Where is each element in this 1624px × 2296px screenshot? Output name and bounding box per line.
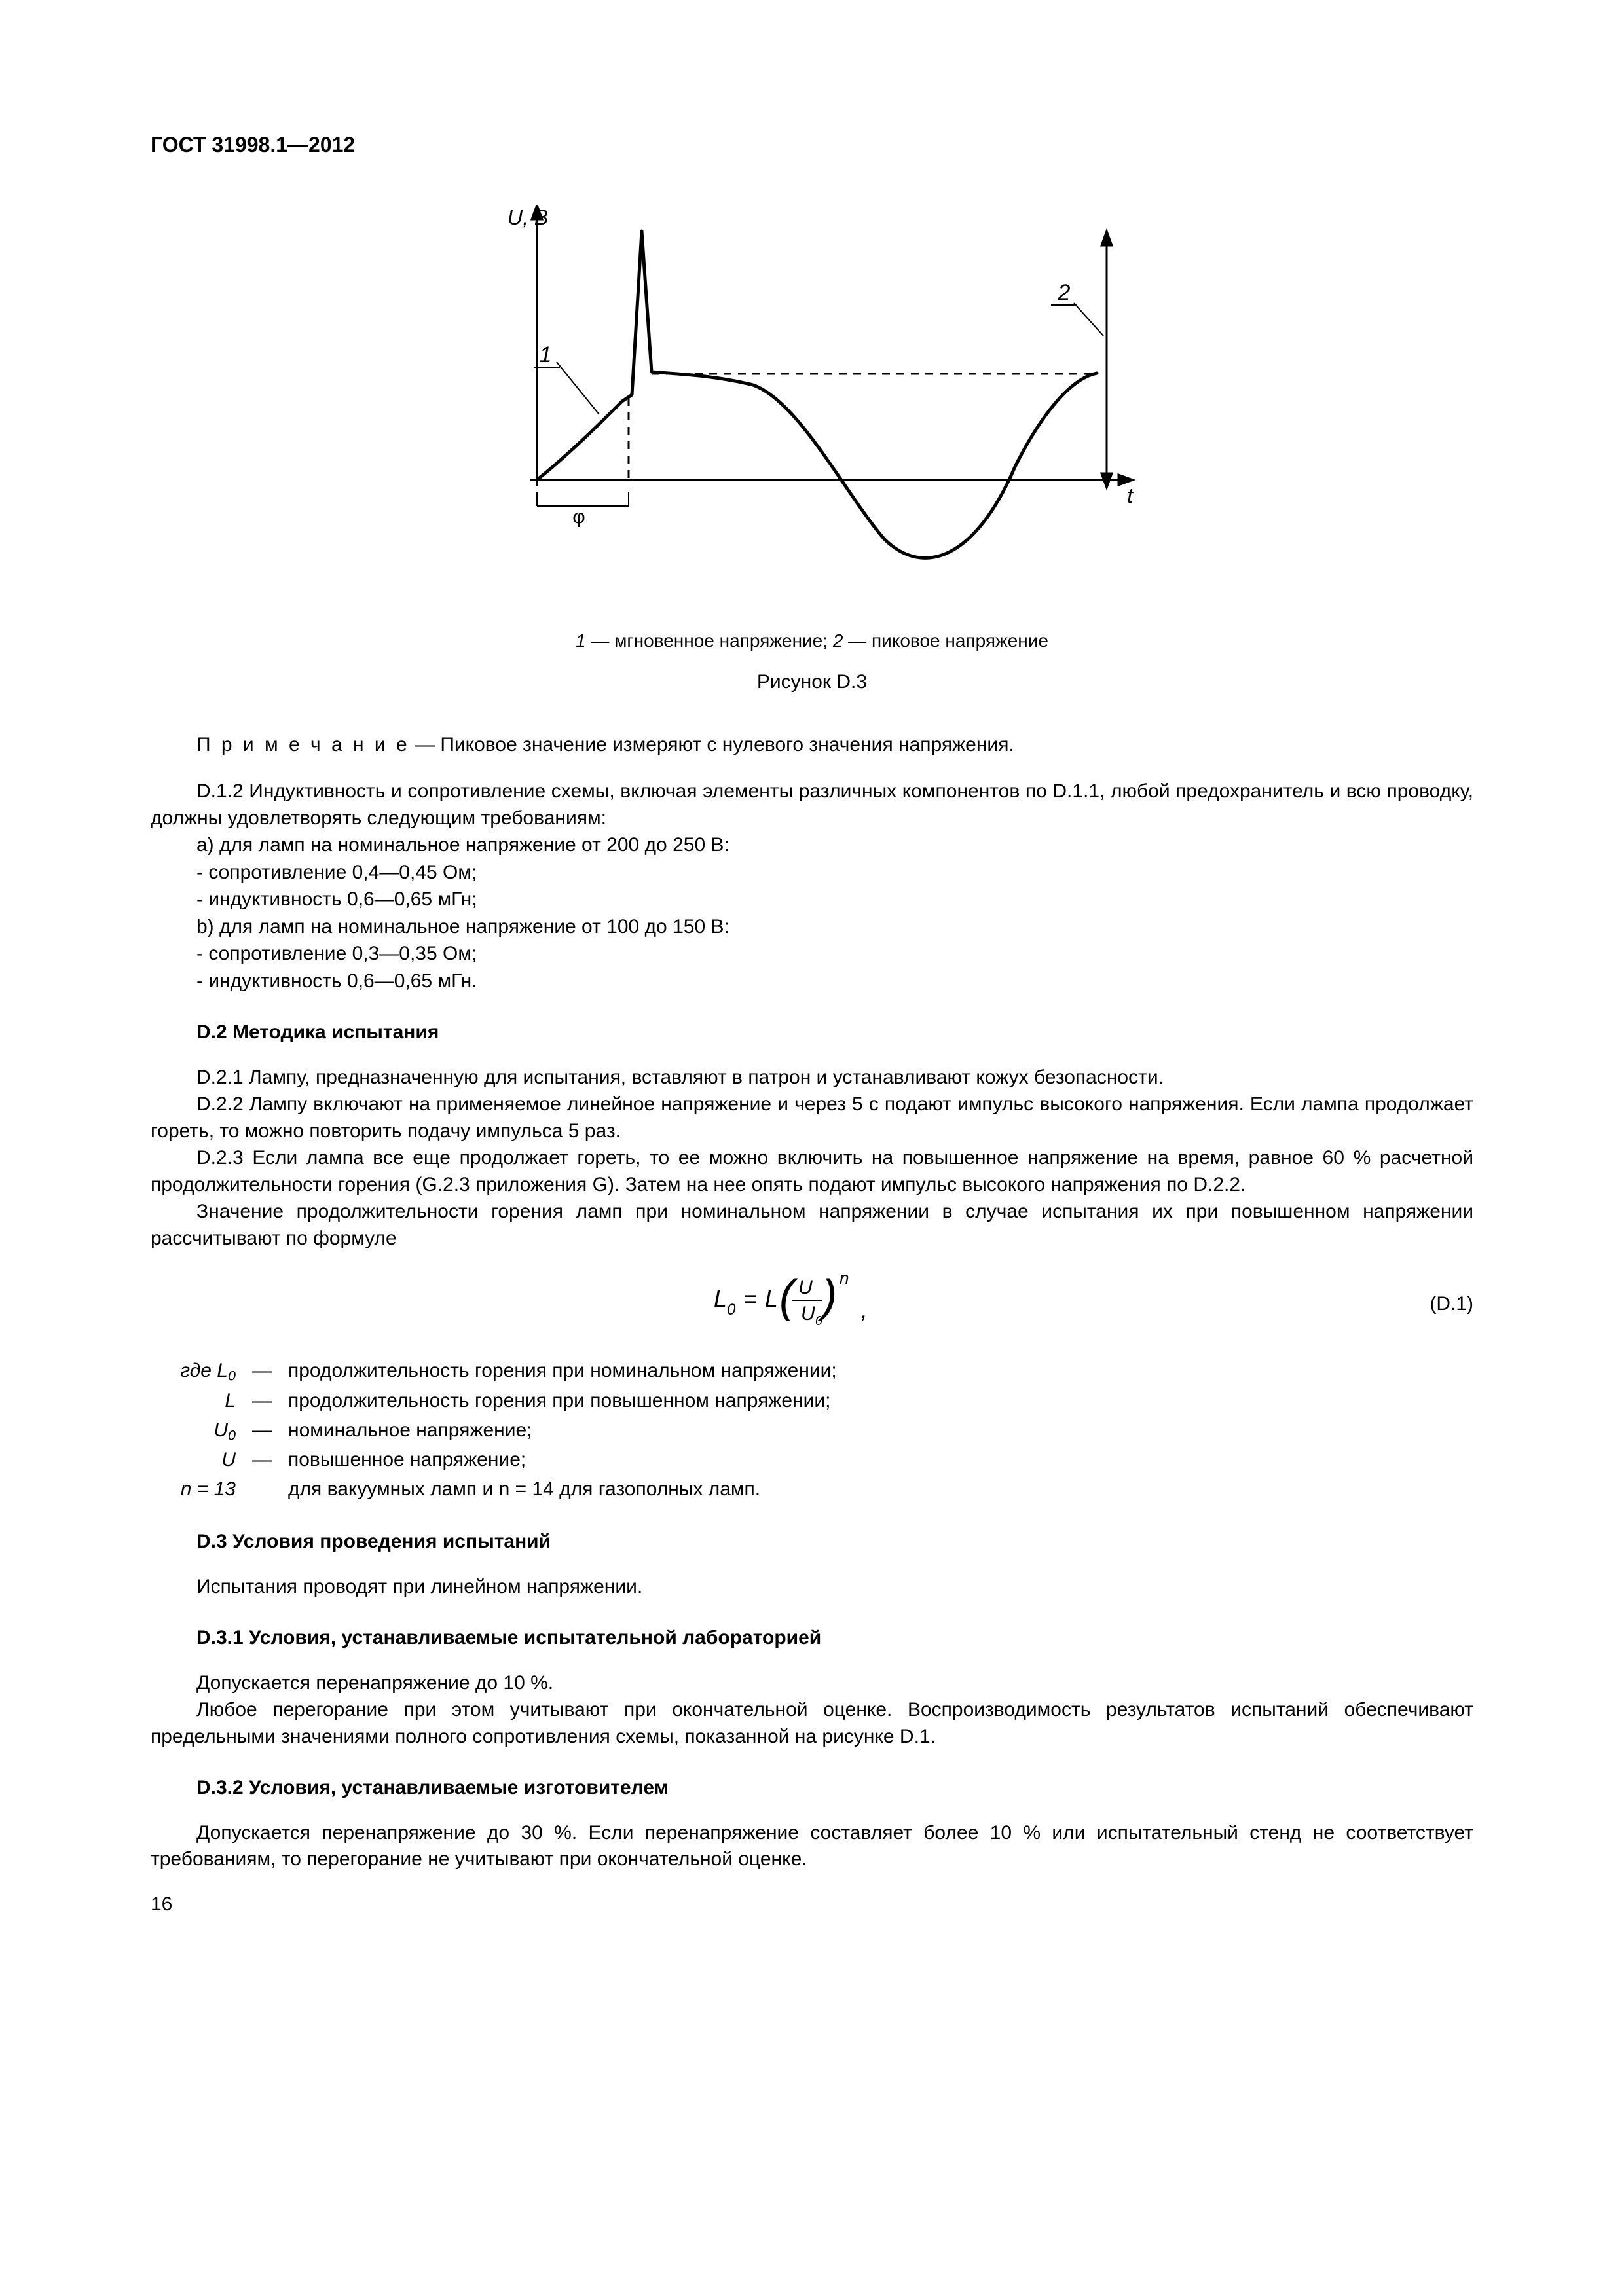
note-line: П р и м е ч а н и е — Пиковое значение и… (151, 732, 1473, 759)
d12-b-r: - сопротивление 0,3—0,35 Ом; (151, 941, 1473, 968)
svg-text:U: U (801, 1303, 815, 1324)
where-label: где (180, 1360, 217, 1381)
note-label: П р и м е ч а н и е (196, 734, 410, 756)
legend-2-text: — пиковое напряжение (843, 630, 1048, 651)
d23: D.2.3 Если лампа все еще продолжает горе… (151, 1145, 1473, 1198)
page-number: 16 (151, 1891, 1473, 1918)
legend-1-text: — мгновенное напряжение; (586, 630, 833, 651)
svg-text:L: L (765, 1285, 778, 1312)
note-text: — Пиковое значение измеряют с нулевого з… (410, 734, 1014, 756)
doc-header: ГОСТ 31998.1—2012 (151, 131, 1473, 159)
svg-text:L: L (714, 1285, 727, 1312)
where-dash: — (242, 1416, 288, 1446)
where-dash: — (242, 1387, 288, 1416)
marker-2: 2 (1058, 280, 1071, 305)
legend-1-num: 1 (576, 630, 586, 651)
d12-a-r: - сопротивление 0,4—0,45 Ом; (151, 860, 1473, 886)
figure-d3: φ 1 2 U, В t (151, 205, 1473, 599)
d12-a: a) для ламп на номинальное напряжение от… (151, 832, 1473, 859)
d22: D.2.2 Лампу включают на применяемое лине… (151, 1091, 1473, 1144)
where-dash (242, 1475, 288, 1504)
d2-formula-lead: Значение продолжительности горения ламп … (151, 1199, 1473, 1252)
where-L0-sym: где L0 (151, 1357, 242, 1387)
where-U0-desc: номинальное напряжение; (288, 1416, 843, 1446)
where-dash: — (242, 1357, 288, 1387)
svg-text:0: 0 (727, 1301, 736, 1319)
d12-intro: D.1.2 Индуктивность и сопротивление схем… (151, 778, 1473, 831)
d12-b: b) для ламп на номинальное напряжение от… (151, 914, 1473, 941)
where-U-sym: U (151, 1446, 242, 1475)
where-n-desc: для вакуумных ламп и n = 14 для газополн… (288, 1475, 843, 1504)
formula-d1: L 0 = L ( U U 0 ) n , (D.1) (151, 1268, 1473, 1340)
where-L0-desc: продолжительность горения при номинально… (288, 1357, 843, 1387)
figure-caption: Рисунок D.3 (151, 669, 1473, 696)
d32-p: Допускается перенапряжение до 30 %. Если… (151, 1820, 1473, 1873)
d2-title: D.2 Методика испытания (151, 1019, 1473, 1046)
svg-text:(: ( (779, 1270, 799, 1321)
phi-label: φ (572, 506, 585, 528)
where-dash: — (242, 1446, 288, 1475)
d21: D.2.1 Лампу, предназначенную для испытан… (151, 1065, 1473, 1091)
where-U-desc: повышенное напряжение; (288, 1446, 843, 1475)
where-L-sym: L (151, 1387, 242, 1416)
where-table: где L0 — продолжительность горения при н… (151, 1357, 843, 1504)
d32-title: D.3.2 Условия, устанавливаемые изготовит… (151, 1775, 1473, 1802)
d12-b-l: - индуктивность 0,6—0,65 мГн. (151, 968, 1473, 995)
svg-text:,: , (861, 1298, 867, 1323)
formula-number: (D.1) (1430, 1291, 1473, 1318)
d3-title: D.3 Условия проведения испытаний (151, 1529, 1473, 1556)
where-U0-sym: U0 (151, 1416, 242, 1446)
svg-text:n: n (840, 1268, 849, 1288)
y-axis-label: U, В (507, 206, 548, 229)
where-n-sym: n = 13 (151, 1475, 242, 1504)
figure-legend: 1 — мгновенное напряжение; 2 — пиковое н… (151, 629, 1473, 653)
svg-text:U: U (798, 1277, 813, 1298)
x-axis-label: t (1127, 484, 1134, 507)
formula-core: L 0 = L ( U U 0 ) n , (714, 1264, 910, 1345)
figure-d3-svg: φ 1 2 U, В t (478, 205, 1146, 591)
d31-p2: Любое перегорание при этом учитывают при… (151, 1697, 1473, 1750)
d31-title: D.3.1 Условия, устанавливаемые испытател… (151, 1625, 1473, 1652)
where-L-desc: продолжительность горения при повышенном… (288, 1387, 843, 1416)
marker-1: 1 (540, 342, 552, 367)
svg-text:=: = (743, 1285, 757, 1312)
d3-lead: Испытания проводят при линейном напряжен… (151, 1574, 1473, 1601)
d12-a-l: - индуктивность 0,6—0,65 мГн; (151, 886, 1473, 913)
d31-p1: Допускается перенапряжение до 10 %. (151, 1670, 1473, 1697)
legend-2-num: 2 (833, 630, 843, 651)
